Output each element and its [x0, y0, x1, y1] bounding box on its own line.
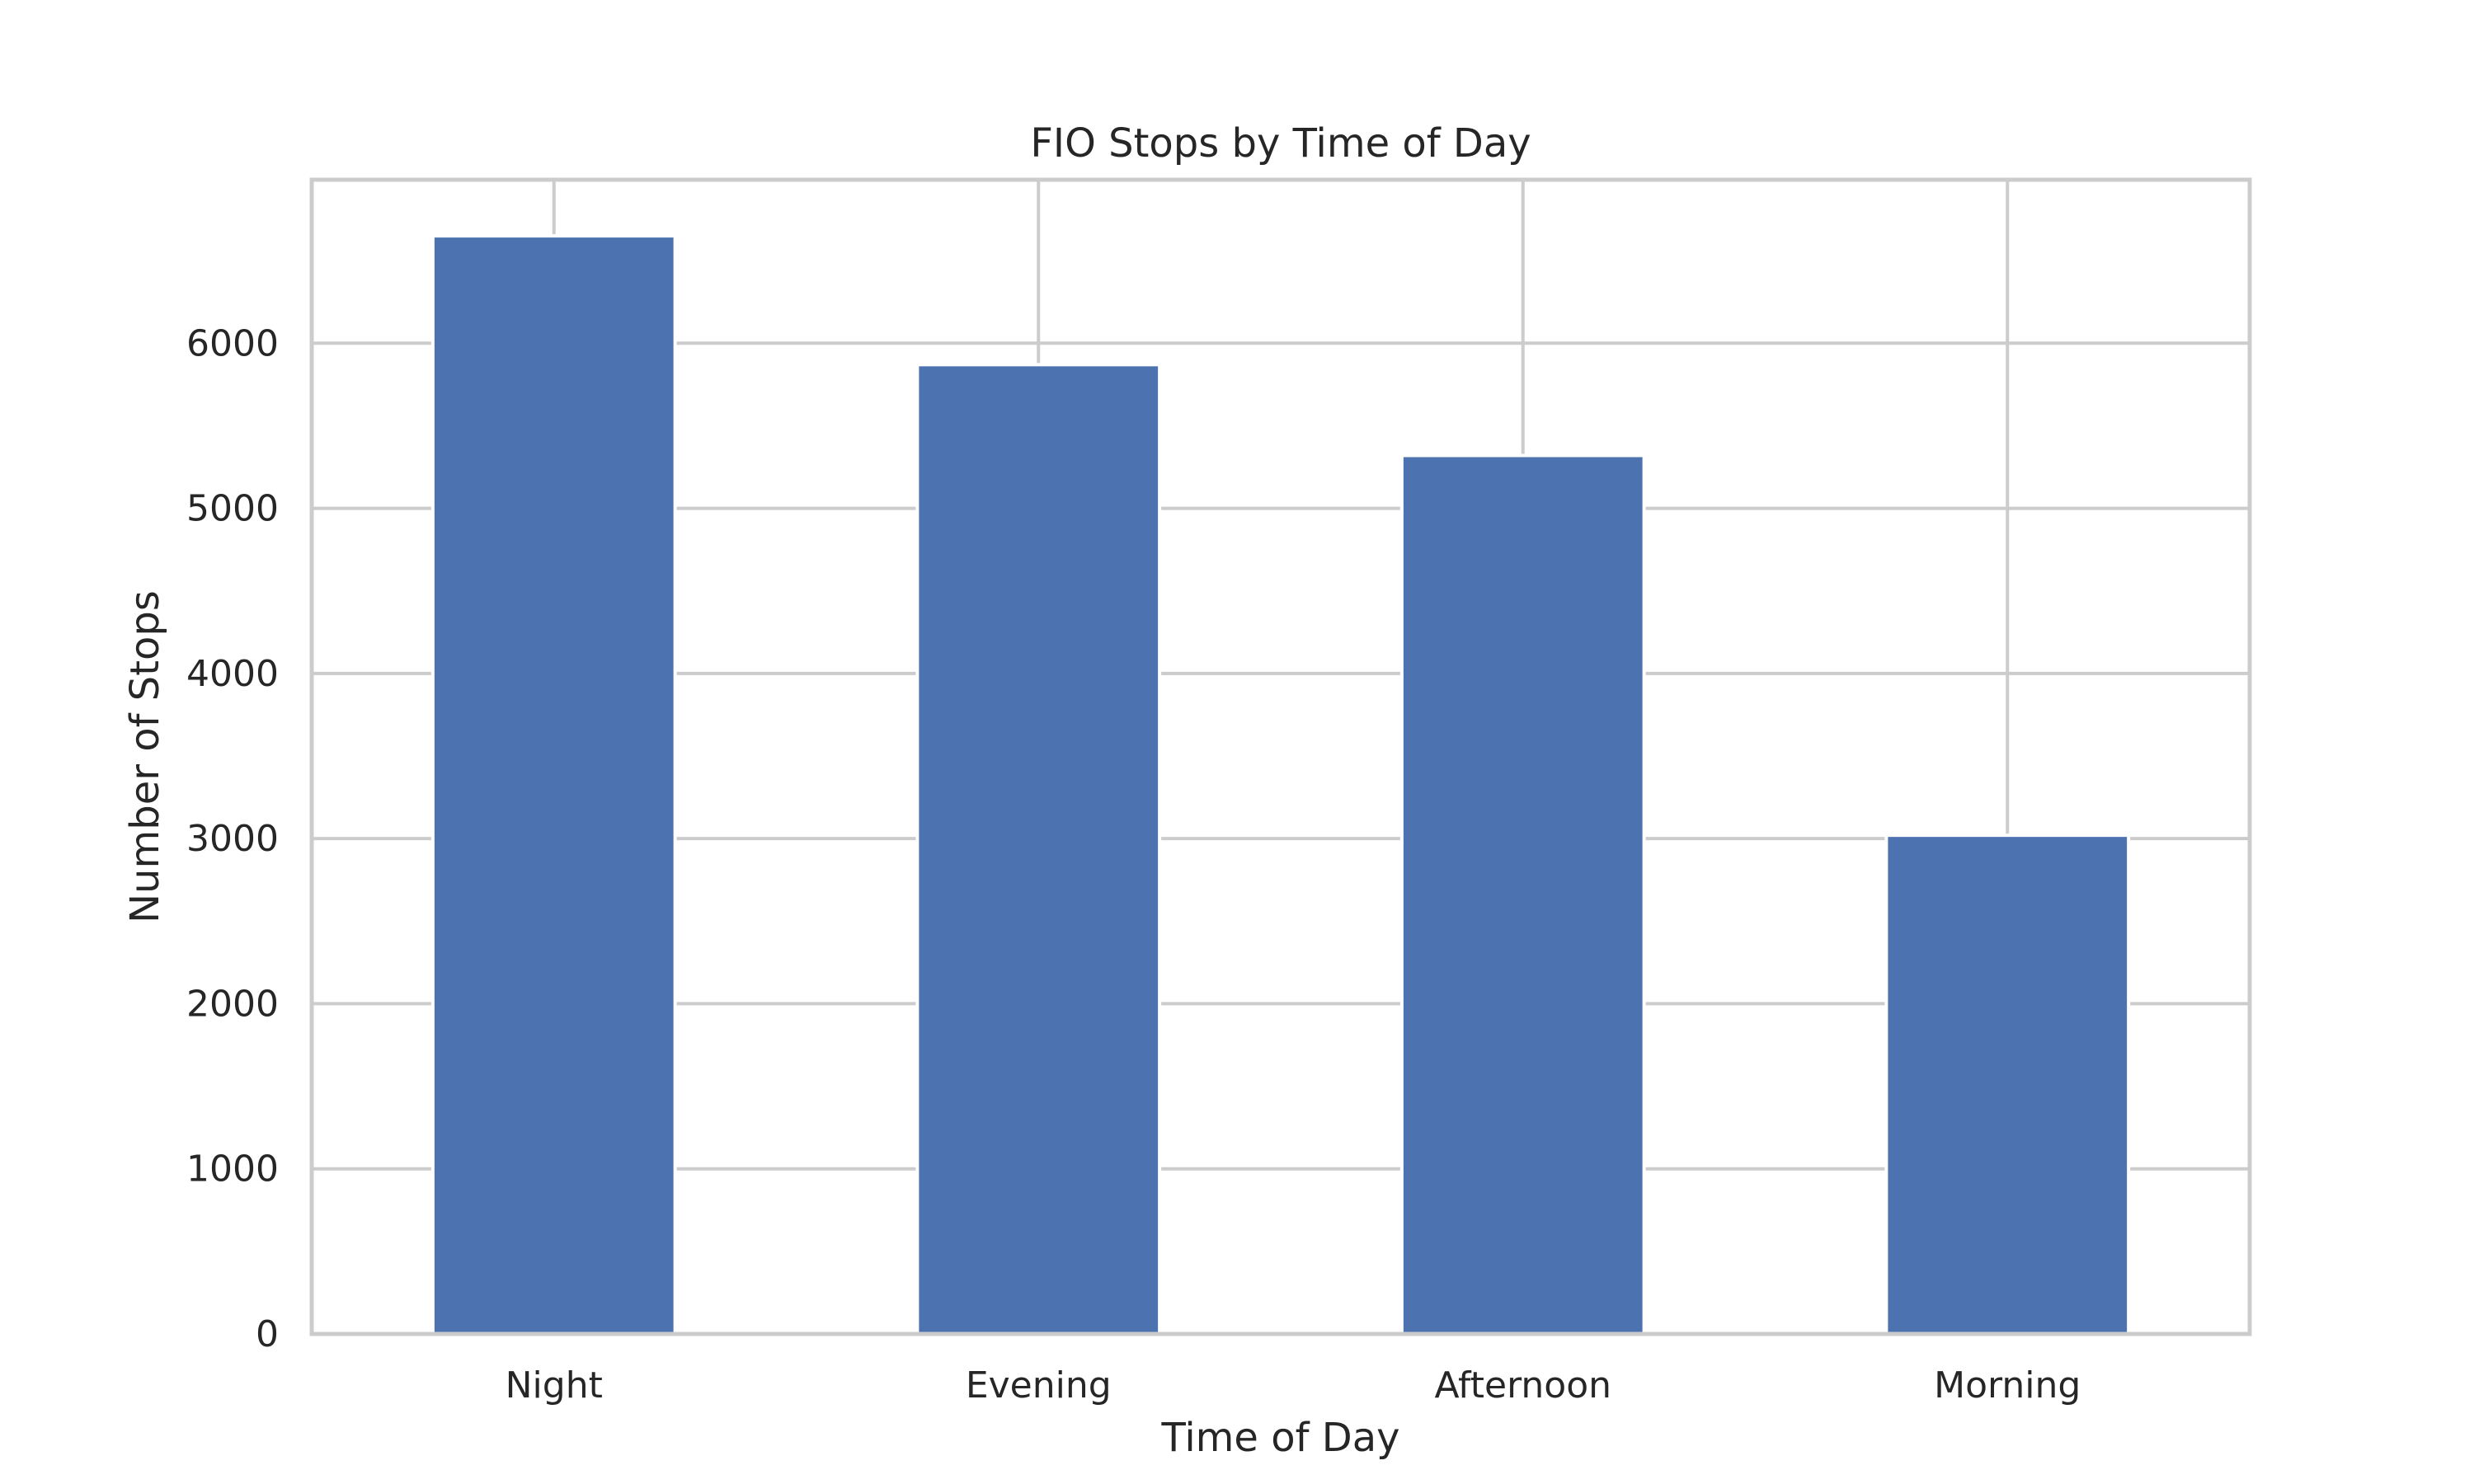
x-tick-label: Evening	[966, 1364, 1112, 1407]
bar-morning	[1884, 834, 2131, 1336]
y-tick-label: 2000	[186, 983, 279, 1025]
bar-afternoon	[1399, 453, 1646, 1336]
y-tick-label: 0	[256, 1313, 279, 1355]
x-axis-label: Time of Day	[1160, 1415, 1399, 1461]
y-tick-label: 3000	[186, 818, 279, 860]
plot-frame	[309, 177, 2252, 1336]
bar-night	[430, 234, 677, 1336]
x-axis-ticks: Night Evening Afternoon Morning	[506, 1364, 2081, 1407]
y-tick-label: 6000	[186, 322, 279, 364]
bar-evening	[915, 363, 1162, 1336]
bars	[430, 234, 2131, 1336]
x-tick-label: Afternoon	[1435, 1364, 1612, 1407]
y-tick-label: 5000	[186, 488, 279, 530]
y-axis-label: Number of Stops	[122, 590, 168, 923]
y-tick-label: 1000	[186, 1148, 279, 1190]
y-axis-ticks: 0 1000 2000 3000 4000 5000 6000	[186, 322, 279, 1355]
y-tick-label: 4000	[186, 653, 279, 695]
x-tick-label: Night	[506, 1364, 603, 1407]
chart-title: FIO Stops by Time of Day	[1030, 120, 1531, 167]
x-tick-label: Morning	[1934, 1364, 2081, 1407]
